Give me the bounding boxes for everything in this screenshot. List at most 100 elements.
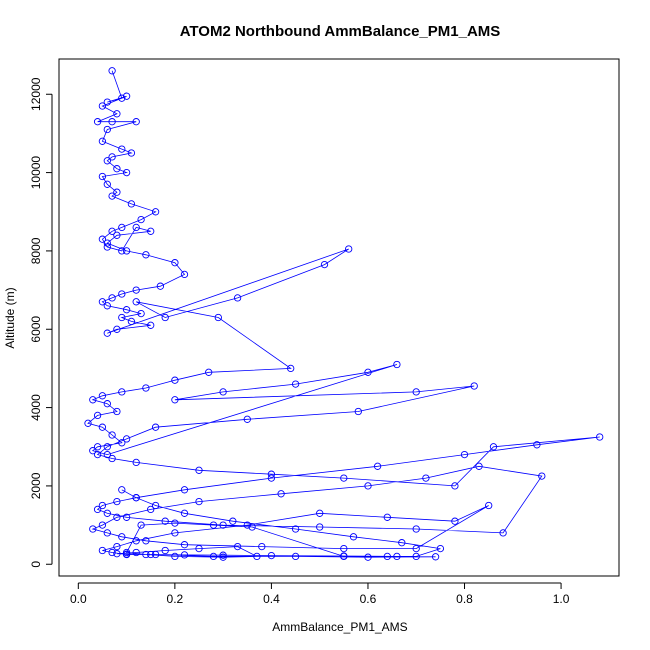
data-point	[180, 551, 189, 559]
data-point	[132, 548, 140, 557]
data-point	[113, 542, 121, 551]
data-point	[320, 260, 329, 269]
data-point	[108, 153, 116, 161]
data-point	[383, 513, 391, 521]
data-point	[113, 165, 121, 173]
data-point	[118, 486, 126, 494]
data-point	[499, 529, 507, 537]
x-tick-label: 0.6	[360, 592, 377, 606]
data-point	[345, 245, 353, 253]
series-group	[84, 67, 604, 561]
data-point	[118, 533, 126, 541]
data-point	[151, 501, 160, 510]
data-point	[470, 382, 478, 390]
data-point	[98, 521, 107, 529]
data-point	[142, 384, 150, 392]
data-point	[122, 435, 131, 443]
data-point	[113, 188, 121, 196]
data-point	[98, 501, 107, 510]
data-point	[103, 243, 111, 251]
data-point	[267, 470, 276, 478]
data-point	[142, 550, 150, 559]
data-point	[364, 368, 372, 376]
data-point	[103, 509, 111, 517]
data-point	[142, 537, 150, 545]
data-point	[171, 519, 179, 527]
data-point	[137, 309, 145, 318]
data-point	[316, 523, 324, 531]
data-point	[291, 525, 300, 533]
data-point	[118, 145, 126, 153]
data-point	[277, 490, 285, 498]
data-point	[243, 415, 251, 423]
data-point	[151, 208, 160, 216]
data-point	[103, 400, 111, 408]
data-point	[205, 368, 213, 376]
data-point	[98, 172, 107, 181]
data-point	[451, 517, 459, 525]
data-point	[180, 541, 189, 549]
data-point	[113, 550, 121, 558]
data-point	[219, 388, 227, 396]
data-point	[118, 94, 126, 102]
data-point	[137, 215, 145, 224]
data-point	[103, 157, 111, 165]
data-point	[103, 443, 111, 451]
data-point	[161, 517, 169, 525]
x-tick-label: 0.8	[456, 592, 473, 606]
data-point	[122, 548, 131, 557]
data-point	[103, 239, 111, 247]
data-point	[103, 125, 111, 134]
data-point	[127, 149, 136, 157]
data-point	[151, 423, 160, 431]
data-point	[422, 474, 430, 482]
data-point	[171, 529, 179, 537]
data-point	[108, 431, 116, 439]
data-point	[108, 118, 116, 126]
data-point	[533, 441, 541, 449]
data-point	[118, 439, 126, 447]
data-point	[291, 552, 300, 561]
data-point	[229, 517, 237, 525]
data-point	[147, 550, 155, 559]
data-point	[103, 450, 111, 459]
data-point	[171, 552, 179, 561]
data-point	[340, 552, 348, 561]
chart-title: ATOM2 Northbound AmmBalance_PM1_AMS	[180, 23, 501, 40]
data-point	[538, 472, 546, 480]
data-point	[118, 313, 126, 322]
data-point	[113, 407, 121, 416]
data-point	[485, 501, 493, 510]
data-point	[147, 227, 155, 235]
data-point	[180, 509, 189, 517]
data-point	[151, 550, 160, 559]
data-point	[180, 270, 189, 279]
data-point	[132, 298, 140, 306]
data-point	[113, 231, 121, 239]
data-point	[132, 118, 140, 126]
data-point	[98, 235, 107, 243]
y-tick-label: 12000	[29, 77, 43, 111]
data-point	[373, 462, 382, 470]
data-point	[349, 533, 358, 541]
data-point	[383, 552, 391, 561]
data-point	[393, 552, 401, 561]
data-point	[137, 521, 145, 529]
data-point	[412, 388, 420, 396]
data-point	[122, 247, 131, 255]
data-point	[195, 497, 203, 506]
data-point	[98, 546, 107, 555]
data-point	[108, 67, 116, 75]
data-point	[147, 505, 155, 514]
data-point	[180, 486, 189, 494]
y-tick-label: 6000	[29, 316, 43, 343]
data-point	[103, 180, 111, 188]
data-point	[132, 537, 140, 545]
data-point	[93, 118, 102, 126]
data-point	[267, 551, 276, 560]
data-point	[122, 306, 131, 314]
data-point	[118, 388, 126, 396]
data-point	[475, 462, 483, 470]
data-point	[113, 110, 121, 118]
data-point	[108, 548, 116, 557]
